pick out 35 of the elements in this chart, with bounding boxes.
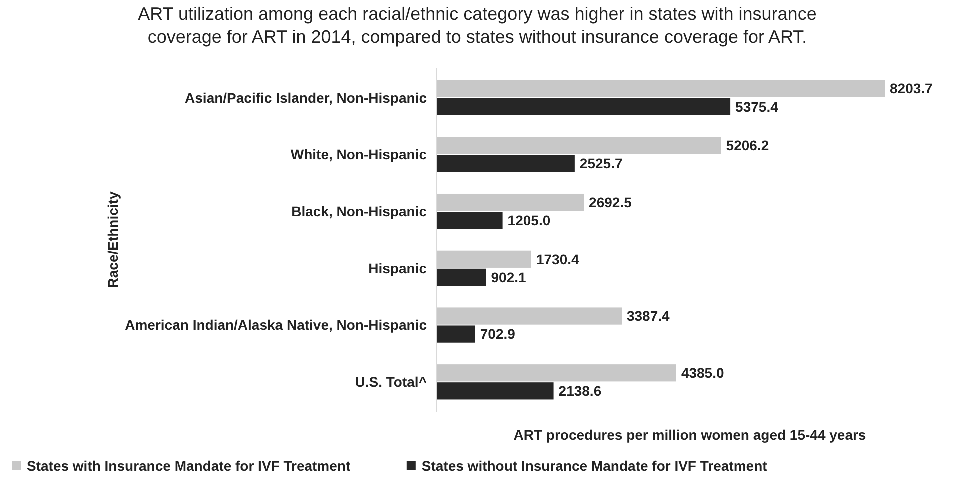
y-tick-label: American Indian/Alaska Native, Non-Hispanic <box>125 317 428 334</box>
chart-title: ART utilization among each racial/ethnic category was higher in states with insurance coverage for ART in 2014, compared to states without insurance coverage for ART. <box>138 4 817 47</box>
data-label: 2525.7 <box>580 156 623 172</box>
y-tick-label: Black, Non-Hispanic <box>292 203 428 220</box>
y-tick-label: White, Non-Hispanic <box>290 146 428 163</box>
y-tick-label: Asian/Pacific Islander, Non-Hispanic <box>185 90 428 106</box>
bar <box>437 80 885 98</box>
bar <box>437 326 476 343</box>
data-label: 4385.0 <box>681 365 724 382</box>
bar <box>437 268 486 286</box>
data-label: 2692.5 <box>589 194 632 210</box>
data-label: 5206.2 <box>726 138 770 154</box>
data-label: 902.1 <box>491 269 527 286</box>
y-axis-title: Race/Ethnicity <box>105 192 121 288</box>
data-label: 5375.4 <box>736 98 779 115</box>
data-label: 702.9 <box>480 326 516 342</box>
data-label: 1730.4 <box>536 251 580 268</box>
bar <box>437 137 722 154</box>
bar <box>437 308 622 325</box>
data-label: 2138.6 <box>558 383 602 400</box>
data-label: 1205.0 <box>508 212 551 228</box>
bar <box>437 382 554 400</box>
y-tick-label: Hispanic <box>368 260 428 276</box>
bar <box>437 98 731 116</box>
x-axis-title: ART procedures per million women aged 15-44 years <box>514 427 866 443</box>
data-label: 8203.7 <box>890 80 934 97</box>
bar <box>437 364 676 382</box>
bar <box>437 194 584 212</box>
bar <box>437 250 532 268</box>
bar <box>437 155 575 172</box>
data-label: 3387.4 <box>626 308 670 324</box>
bar <box>437 212 503 230</box>
legend-label: States without Insurance Mandate for IVF Treatment <box>422 458 768 474</box>
legend-label: States with Insurance Mandate for IVF Treatment <box>27 458 351 474</box>
y-tick-label: U.S. Total^ <box>355 374 427 390</box>
